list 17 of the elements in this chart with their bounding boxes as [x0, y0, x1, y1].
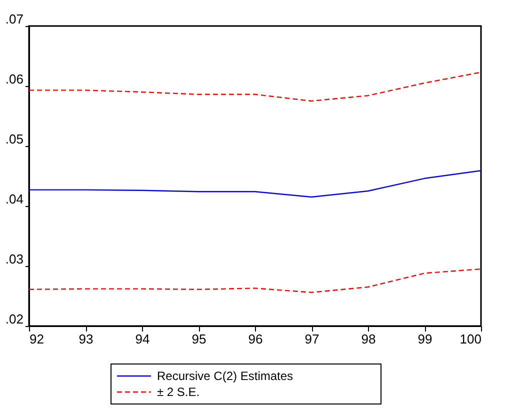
- y-tick-label: .06: [5, 72, 24, 86]
- legend-label: ± 2 S.E.: [157, 385, 200, 399]
- y-tick-label: .04: [5, 192, 24, 206]
- x-tick-label: 96: [248, 332, 263, 346]
- y-tick-label: .05: [5, 132, 24, 146]
- y-tick-label: .07: [5, 12, 24, 26]
- y-tick-label: .03: [5, 252, 24, 266]
- x-tick-label: 97: [304, 332, 320, 346]
- x-tick-label: 92: [30, 332, 44, 346]
- x-tick-label: 93: [78, 332, 94, 346]
- x-tick-label: 98: [361, 332, 376, 346]
- x-tick-label: 100: [460, 332, 482, 346]
- legend-label: Recursive C(2) Estimates: [157, 369, 294, 383]
- x-tick-label: 94: [135, 332, 150, 346]
- x-tick-label: 95: [192, 332, 206, 346]
- y-tick-label: .02: [5, 312, 24, 326]
- x-tick-label: 99: [418, 332, 432, 346]
